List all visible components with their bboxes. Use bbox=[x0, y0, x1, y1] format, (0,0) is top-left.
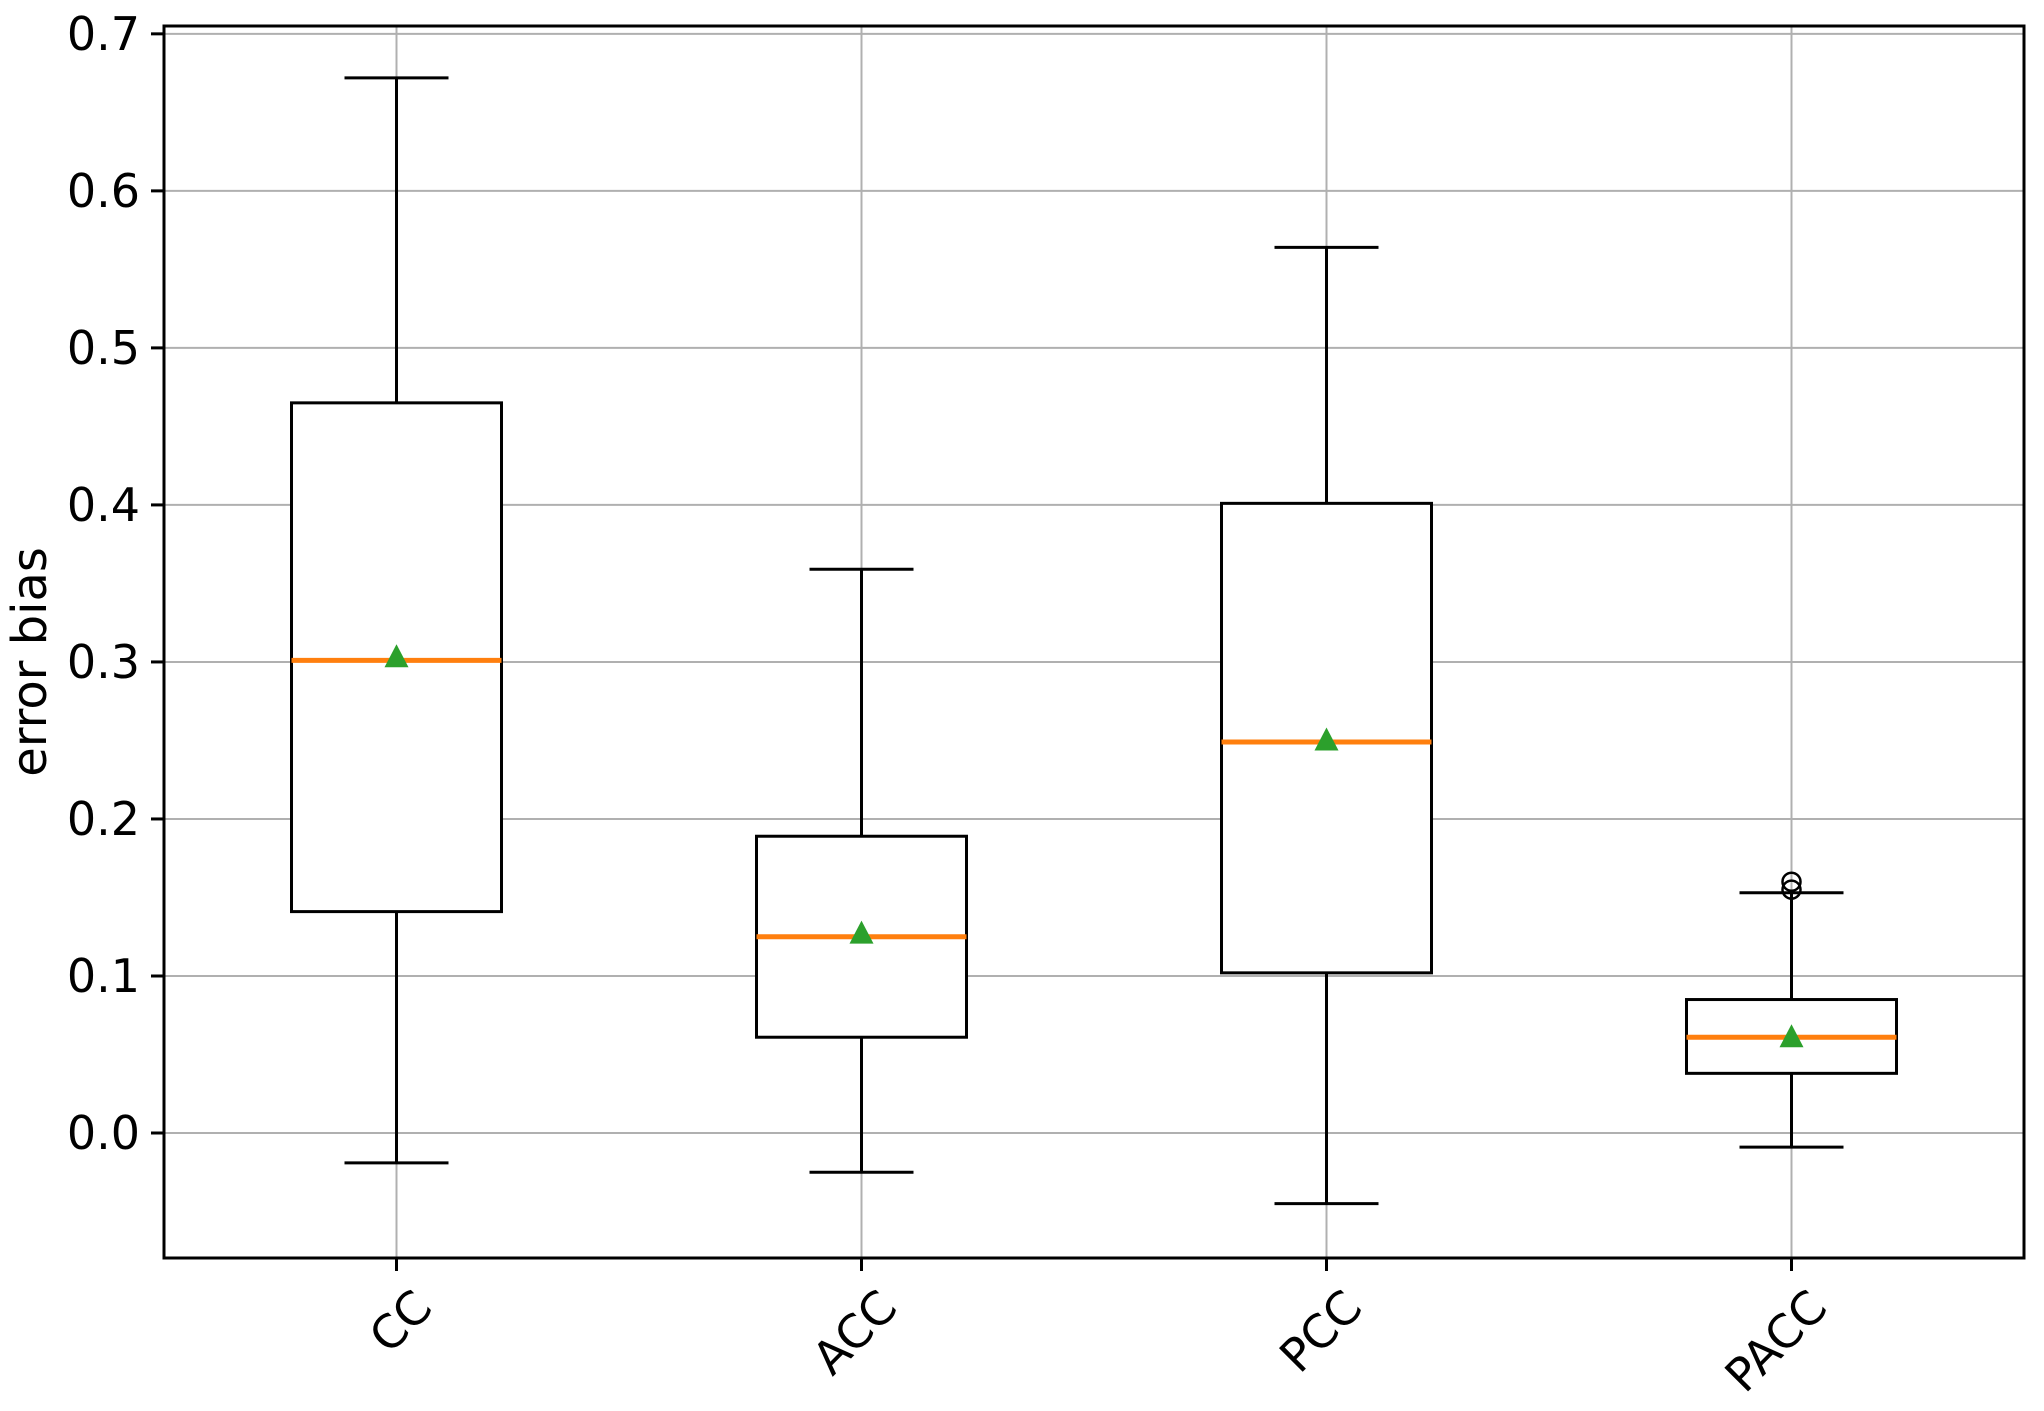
mean-marker bbox=[384, 644, 409, 668]
y-tick-label: 0.3 bbox=[67, 635, 140, 689]
y-axis-label: error bias bbox=[2, 547, 58, 777]
outlier-point bbox=[1781, 879, 1802, 900]
y-tick-label: 0.0 bbox=[67, 1106, 140, 1160]
mean-marker bbox=[1779, 1024, 1804, 1048]
mean-marker bbox=[849, 920, 874, 944]
outlier-point bbox=[1781, 871, 1802, 893]
y-tick-label: 0.1 bbox=[67, 949, 140, 1003]
axes-spines bbox=[162, 24, 2026, 1260]
x-tick-label: PACC bbox=[1714, 1280, 1837, 1403]
y-tick-label: 0.5 bbox=[67, 321, 140, 375]
mean-marker bbox=[1314, 727, 1339, 751]
x-tick-label: CC bbox=[359, 1280, 443, 1364]
y-tick-label: 0.4 bbox=[67, 478, 140, 532]
y-tick-label: 0.6 bbox=[67, 164, 140, 218]
y-tick-label: 0.7 bbox=[67, 7, 140, 61]
y-tick-label: 0.2 bbox=[67, 792, 140, 846]
x-tick-label: PCC bbox=[1269, 1280, 1372, 1383]
x-tick-label: ACC bbox=[802, 1280, 907, 1385]
